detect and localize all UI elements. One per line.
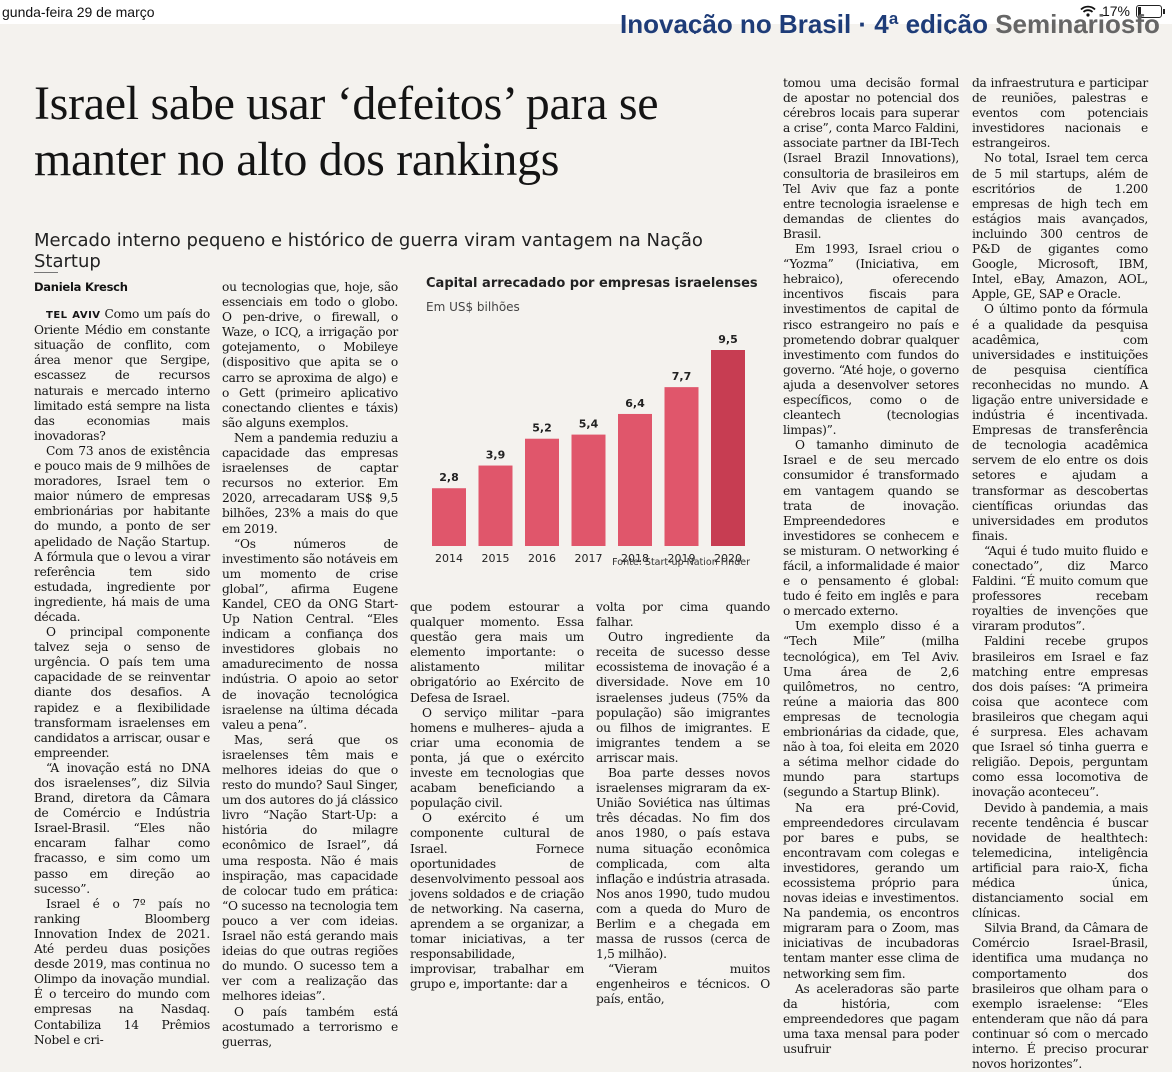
chart-tick-label: 2018 xyxy=(621,552,649,565)
chart-tick-label: 2016 xyxy=(528,552,556,565)
headline: Israel sabe usar ‘defeitos’ para se mant… xyxy=(34,77,659,186)
paragraph: Mas, será que os israelenses têm mais e … xyxy=(222,732,398,1004)
chart-tick-label: 2014 xyxy=(435,552,463,565)
chart-bar xyxy=(711,350,745,546)
article-column-2: ou tecnologias que, hoje, são essenciais… xyxy=(222,280,398,1050)
paragraph: Silvia Brand, da Câmara de Comércio Isra… xyxy=(972,921,1148,1072)
paragraph: As aceleradoras são parte da história, c… xyxy=(783,981,959,1056)
chart-bar xyxy=(618,413,652,546)
article-column-4-bottom: volta por cima quando falhar. Outro ingr… xyxy=(596,600,770,1008)
paragraph: O principal componente talvez seja o sen… xyxy=(34,625,210,760)
newspaper-page: Israel sabe usar ‘defeitos’ para se mant… xyxy=(0,24,1172,1071)
chart-bar xyxy=(432,488,466,546)
byline-rule xyxy=(34,272,58,273)
section-header-strip: Inovação no Brasil · 4ª edição Seminario… xyxy=(620,14,1160,34)
dateline: TEL AVIV xyxy=(46,310,101,322)
chart-tick-label: 2020 xyxy=(714,552,742,565)
article-column-3: que podem estourar a qualquer momento. E… xyxy=(410,600,584,992)
section-header-part1: Inovação no Brasil · 4ª edição xyxy=(620,14,988,34)
paragraph: Com 73 anos de existência e pouco mais d… xyxy=(34,443,210,624)
paragraph: tomou uma decisão formal de apostar no p… xyxy=(783,76,959,241)
wifi-icon xyxy=(1080,5,1096,17)
subtitle: Mercado interno pequeno e histórico de g… xyxy=(34,230,703,272)
article-column-5: da infraestrutura e participar de reuniõ… xyxy=(972,76,1148,1072)
chart-value-label: 9,5 xyxy=(718,333,738,346)
chart-bar xyxy=(525,438,559,546)
section-header-part2: Seminariosfolha xyxy=(995,14,1160,34)
chart-unit-label: Em US$ bilhões xyxy=(426,300,520,314)
chart-value-label: 6,4 xyxy=(625,397,645,410)
paragraph: O tamanho diminuto de Israel e de seu me… xyxy=(783,438,959,619)
battery-percent: 17% xyxy=(1101,3,1130,19)
paragraph: Israel é o 7º país no ranking Bloomberg … xyxy=(34,896,210,1047)
paragraph: “Os números de investimento são notáveis… xyxy=(222,536,398,732)
paragraph: “A inovação está no DNA dos israelenses”… xyxy=(34,760,210,896)
chart-source: Fonte: Start-up Nation Finder xyxy=(612,557,750,568)
paragraph: O exército é um componente cultural de I… xyxy=(410,811,584,992)
lead-text: Como um país do Oriente Médio em constan… xyxy=(34,307,210,443)
bar-chart: Capital arrecadado por empresas israelen… xyxy=(418,272,768,607)
paragraph: No total, Israel tem cerca de 5 mil star… xyxy=(972,151,1148,302)
paragraph: Faldini recebe grupos brasileiros em Isr… xyxy=(972,634,1148,800)
paragraph: volta por cima quando falhar. xyxy=(596,600,770,630)
paragraph: Nem a pandemia reduziu a capacidade das … xyxy=(222,430,398,536)
article-column-1: Daniela Kresch TEL AVIV Como um país do O… xyxy=(34,280,210,1048)
paragraph: Em 1993, Israel criou o “Yozma” (Iniciat… xyxy=(783,242,959,438)
paragraph: da infraestrutura e participar de reuniõ… xyxy=(972,76,1148,151)
chart-tick-label: 2019 xyxy=(668,552,696,565)
paragraph: O serviço militar –para homens e mulhere… xyxy=(410,705,584,811)
chart-value-label: 2,8 xyxy=(439,471,459,484)
chart-value-label: 3,9 xyxy=(486,449,506,462)
paragraph: O último ponto da fórmula é a qualidade … xyxy=(972,302,1148,543)
paragraph: “Aqui é tudo muito fluido e conectado”, … xyxy=(972,543,1148,634)
paragraph: Um exemplo disso é a “Tech Mile” (milha … xyxy=(783,619,959,800)
paragraph: Boa parte desses novos israelenses migra… xyxy=(596,766,770,962)
paragraph: O país também está acostumado a terroris… xyxy=(222,1004,398,1049)
chart-bar xyxy=(478,465,513,546)
chart-title: Capital arrecadado por empresas israelen… xyxy=(426,276,758,291)
chart-bar xyxy=(664,387,699,546)
chart-plot: 2,8 2014 3,9 2015 5,2 2016 5,4 2017 6,4 2018 7,7 20… xyxy=(432,333,745,565)
status-right: 17% xyxy=(1080,3,1165,19)
paragraph: Devido à pandemia, a mais recente tendên… xyxy=(972,800,1148,921)
chart-tick-label: 2017 xyxy=(575,552,603,565)
article-column-4: tomou uma decisão formal de apostar no p… xyxy=(783,76,959,1057)
paragraph: ou tecnologias que, hoje, são essenciais… xyxy=(222,280,398,430)
byline: Daniela Kresch xyxy=(34,280,128,294)
paragraph: Outro ingrediente da receita de sucesso … xyxy=(596,630,770,765)
status-date: gunda-feira 29 de março xyxy=(2,4,155,20)
battery-icon xyxy=(1136,4,1165,18)
paragraph: Na era pré-Covid, empreendedores circula… xyxy=(783,800,959,981)
status-bar: gunda-feira 29 de março 17% xyxy=(0,0,1172,24)
chart-value-label: 5,4 xyxy=(579,418,599,431)
chart-value-label: 7,7 xyxy=(672,370,692,383)
chart-bar xyxy=(571,434,606,546)
chart-value-label: 5,2 xyxy=(532,422,552,435)
paragraph: que podem estourar a qualquer momento. E… xyxy=(410,600,584,705)
chart-tick-label: 2015 xyxy=(482,552,510,565)
paragraph: “Vieram muitos engenheiros e técnicos. O… xyxy=(596,962,770,1007)
lead-paragraph: TEL AVIV Como um país do Oriente Médio em… xyxy=(34,307,210,444)
